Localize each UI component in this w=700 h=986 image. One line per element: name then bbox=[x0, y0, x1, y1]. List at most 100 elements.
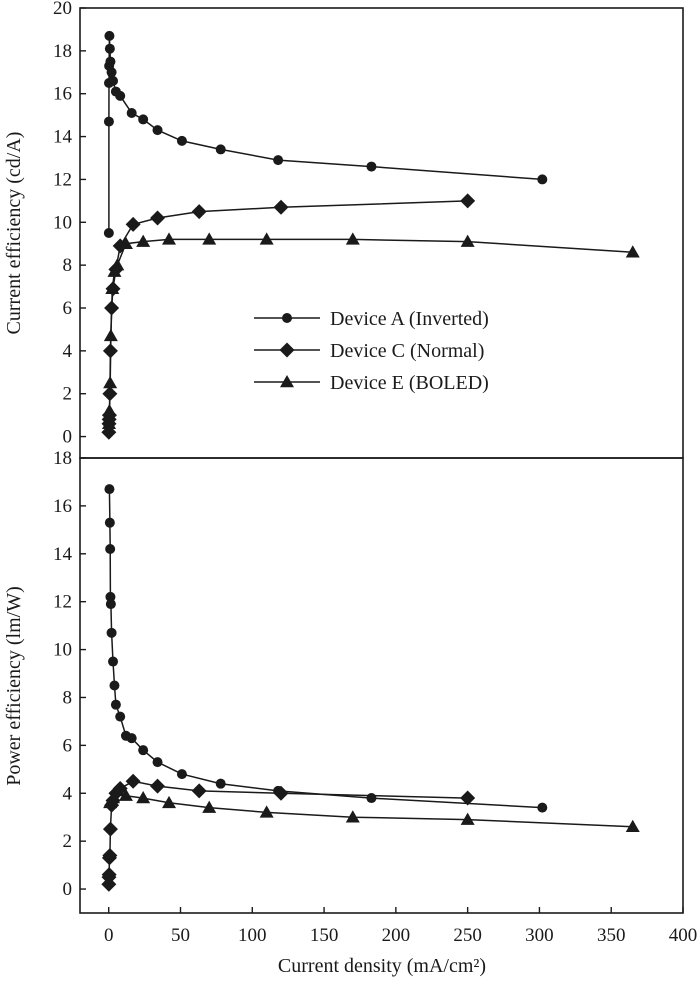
device-e-boled-point bbox=[259, 805, 274, 818]
device-c-normal-point bbox=[101, 867, 117, 883]
device-a-inverted-point bbox=[103, 116, 114, 127]
legend-item-device-a-inverted: Device A (Inverted) bbox=[254, 308, 489, 330]
x-tick-label: 200 bbox=[382, 925, 411, 946]
device-a-inverted-point bbox=[106, 67, 117, 78]
y-tick-label: 20 bbox=[53, 0, 72, 19]
x-tick-label: 300 bbox=[525, 925, 554, 946]
device-a-inverted-point bbox=[126, 733, 137, 744]
bottom-y-axis-title: Power efficiency (lm/W) bbox=[3, 586, 25, 786]
device-e-boled-point bbox=[162, 232, 177, 245]
device-a-inverted-point bbox=[105, 599, 116, 610]
device-a-inverted-point bbox=[537, 802, 548, 813]
device-e-boled-point bbox=[103, 376, 118, 389]
device-e-boled-point bbox=[136, 234, 151, 247]
y-tick-label: 8 bbox=[63, 687, 73, 708]
device-c-normal-point bbox=[273, 199, 289, 215]
bottom-plot-frame bbox=[79, 457, 684, 914]
device-a-inverted-point bbox=[115, 90, 126, 101]
y-tick-label: 4 bbox=[63, 341, 73, 362]
device-a-inverted-point bbox=[537, 174, 548, 185]
device-e-boled-point bbox=[460, 234, 475, 247]
x-tick-label: 150 bbox=[310, 925, 339, 946]
device-a-inverted-point bbox=[215, 144, 226, 155]
panel-current-efficiency: 0 2 4 6 8 10 12 14 16 18 20 Current efficiency (cd… bbox=[3, 0, 684, 459]
device-e-boled-point bbox=[107, 264, 122, 277]
device-a-inverted-point bbox=[110, 699, 121, 710]
device-a-inverted-point bbox=[108, 656, 119, 667]
device-e-boled-point bbox=[625, 245, 640, 258]
x-tick-label: 100 bbox=[238, 925, 267, 946]
device-a-inverted-point bbox=[105, 544, 116, 554]
device-a-inverted-point bbox=[106, 627, 117, 638]
device-e-boled-point bbox=[118, 788, 133, 801]
y-tick-label: 18 bbox=[53, 448, 72, 469]
device-a-inverted-point bbox=[138, 745, 149, 756]
device-c-normal-point bbox=[125, 216, 141, 232]
device-e-boled-point bbox=[162, 795, 177, 809]
device-c-normal-point bbox=[102, 848, 118, 864]
device-a-inverted-point bbox=[366, 793, 377, 804]
device-a-inverted-point bbox=[176, 769, 187, 780]
y-tick-label: 10 bbox=[53, 640, 72, 661]
x-tick-label: 350 bbox=[597, 925, 626, 946]
device-c-normal-point bbox=[150, 210, 166, 226]
bottom-y-axis: 0 2 4 6 8 10 12 14 16 18 bbox=[53, 448, 86, 900]
device-e-boled-point bbox=[202, 232, 217, 245]
device-a-inverted-point bbox=[273, 155, 284, 166]
legend: Device A (Inverted) Device C (Normal) Devi… bbox=[254, 308, 489, 394]
device-a-inverted-point bbox=[152, 125, 163, 136]
device-a-inverted-point bbox=[105, 591, 116, 602]
device-a-inverted-point bbox=[126, 108, 137, 118]
device-e-boled-point bbox=[259, 232, 274, 245]
x-axis-title: Current density (mA/cm²) bbox=[278, 955, 486, 977]
device-e-boled-point bbox=[460, 812, 475, 825]
top-y-axis: 0 2 4 6 8 10 12 14 16 18 20 bbox=[53, 0, 86, 448]
device-e-boled-point bbox=[345, 232, 360, 245]
y-tick-label: 14 bbox=[53, 544, 73, 565]
device-e-boled-point bbox=[106, 791, 121, 804]
device-a-inverted-point bbox=[104, 43, 115, 54]
device-a-inverted-point bbox=[176, 135, 187, 146]
legend-label: Device E (BOLED) bbox=[330, 372, 489, 394]
device-a-inverted-point bbox=[105, 56, 116, 67]
device-e-boled-point bbox=[345, 810, 360, 823]
y-tick-label: 18 bbox=[53, 41, 72, 62]
device-a-inverted-point bbox=[104, 484, 115, 495]
device-a-inverted-point bbox=[152, 757, 163, 768]
device-c-normal-point bbox=[191, 204, 207, 220]
device-e-boled-point bbox=[202, 800, 217, 813]
device-a-inverted-point bbox=[115, 711, 126, 722]
x-tick-label: 250 bbox=[453, 925, 482, 946]
device-a-inverted-point bbox=[108, 75, 119, 86]
y-tick-label: 16 bbox=[53, 84, 72, 105]
y-tick-label: 6 bbox=[63, 298, 73, 319]
device-a-inverted-point bbox=[104, 517, 115, 528]
y-tick-label: 10 bbox=[53, 212, 72, 233]
device-c-normal-point bbox=[102, 821, 118, 837]
device-e-boled-point bbox=[136, 791, 151, 804]
device-c-normal-point bbox=[150, 778, 166, 794]
y-tick-label: 12 bbox=[53, 169, 72, 190]
y-tick-label: 12 bbox=[53, 592, 72, 613]
device-e-boled-point bbox=[102, 416, 117, 429]
y-tick-label: 0 bbox=[63, 427, 73, 448]
device-e-boled-point bbox=[118, 236, 133, 249]
y-tick-label: 8 bbox=[63, 255, 73, 276]
device-c-normal-point bbox=[460, 193, 476, 209]
device-e-boled-point bbox=[102, 403, 117, 417]
device-e-boled-point bbox=[110, 258, 125, 271]
legend-label: Device C (Normal) bbox=[330, 340, 484, 362]
legend-marker bbox=[280, 375, 294, 388]
x-tick-label: 400 bbox=[669, 925, 698, 946]
x-axis: 0 50 100 150 200 250 300 350 400 bbox=[104, 907, 697, 946]
y-tick-label: 0 bbox=[63, 879, 73, 900]
x-tick-label: 50 bbox=[171, 925, 190, 946]
device-c-normal-point bbox=[460, 790, 476, 806]
device-c-normal-point bbox=[273, 785, 289, 801]
device-c-normal-point bbox=[191, 783, 207, 799]
device-c-normal-point bbox=[125, 773, 141, 789]
device-a-inverted-point bbox=[215, 778, 226, 789]
y-tick-label: 6 bbox=[63, 735, 73, 756]
device-e-boled-point bbox=[625, 819, 640, 833]
